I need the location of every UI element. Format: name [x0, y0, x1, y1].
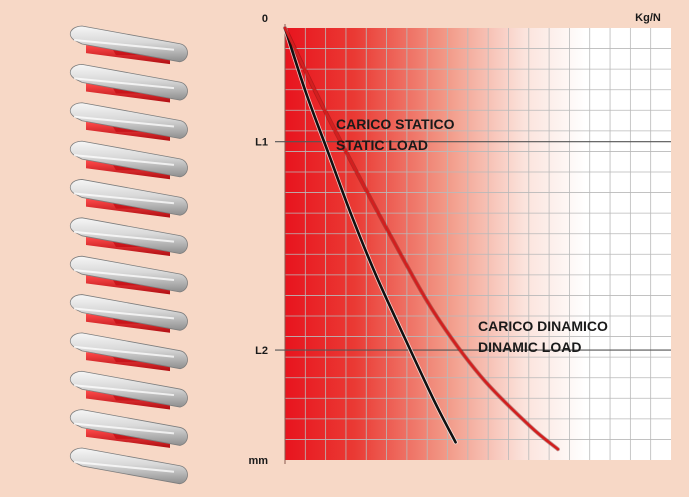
- spring-coil-highlight: [73, 345, 175, 358]
- y-tick-label: L1: [255, 137, 268, 149]
- spring-outer-coil: [69, 140, 188, 178]
- spring-coil-highlight: [73, 307, 175, 320]
- y-tick-labels: 0 L1 L2 mm: [248, 13, 268, 467]
- spring-outer-coil: [69, 409, 188, 446]
- y-tick-label: mm: [248, 455, 268, 467]
- static-load-label: CARICO STATICO: [336, 116, 455, 132]
- spring-coil-highlight: [73, 192, 175, 205]
- plot-background: [285, 28, 671, 460]
- spring-outer-coil: [69, 370, 188, 408]
- static-load-curve: [283, 26, 457, 444]
- static-load-label: STATIC LOAD: [336, 137, 428, 153]
- spring-coil-highlight: [73, 77, 175, 90]
- spring-outer-coil: [69, 179, 188, 216]
- spring-coil-highlight: [73, 461, 175, 473]
- dynamic-load-label: DINAMIC LOAD: [478, 339, 581, 355]
- spring-coil-highlight: [73, 154, 175, 166]
- spring-coil-highlight: [73, 115, 175, 128]
- spring-coil-highlight: [73, 269, 175, 281]
- spring-outer-coil: [69, 63, 188, 101]
- spring-outer-coil: [69, 25, 188, 63]
- spring-illustration: [69, 25, 188, 485]
- load-curves: [282, 25, 561, 452]
- spring-coil-highlight: [73, 422, 175, 435]
- spring-outer-coil: [69, 217, 188, 255]
- dynamic-load-curve: [283, 26, 560, 451]
- spring-coil-highlight: [73, 39, 175, 51]
- spring-outer-coil: [69, 102, 188, 139]
- chart-plot-area: [275, 24, 671, 464]
- spring-outer-coil: [69, 255, 188, 293]
- y-tick-label: L2: [255, 345, 268, 357]
- y-tick-label: 0: [262, 13, 268, 25]
- spring-coil-highlight: [73, 230, 175, 243]
- spring-coil-highlight: [73, 384, 175, 397]
- curve-labels: CARICO STATICO STATIC LOAD CARICO DINAMICO…: [336, 116, 608, 355]
- x-unit-label: Kg/N: [635, 12, 661, 24]
- spring-outer-coil: [69, 447, 188, 485]
- spring-outer-coil: [69, 332, 188, 370]
- dynamic-load-label: CARICO DINAMICO: [478, 318, 608, 334]
- spring-outer-coil: [69, 294, 188, 331]
